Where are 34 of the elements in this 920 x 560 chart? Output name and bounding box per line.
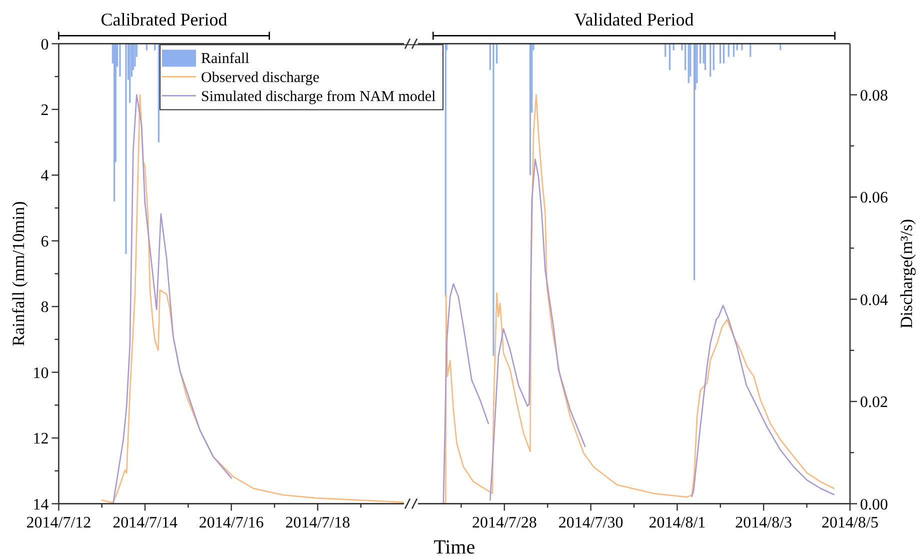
y-tick-label: 2 xyxy=(40,102,49,120)
y2-tick-label: 0.00 xyxy=(860,496,888,514)
legend-label: Rainfall xyxy=(201,50,250,67)
y2-tick-label: 0.06 xyxy=(860,190,888,207)
y2-axis-title: Discharge(m³/s) xyxy=(897,218,916,328)
y-tick-label: 14 xyxy=(32,496,49,514)
x-tick-label: 2014/7/18 xyxy=(285,514,350,532)
y-axis-title: Rainfall (mm/10min) xyxy=(9,201,28,346)
x-tick-label: 2014/8/3 xyxy=(735,514,792,532)
line-series xyxy=(442,283,489,504)
x-tick-label: 2014/7/12 xyxy=(26,514,92,532)
legend-label: Simulated discharge from NAM model xyxy=(201,88,436,105)
x-tick-label: 2014/7/28 xyxy=(472,514,537,532)
y-tick-label: 4 xyxy=(40,168,49,185)
legend-label: Observed discharge xyxy=(201,70,320,86)
x-tick-label: 2014/7/14 xyxy=(112,514,178,532)
y-tick-label: 6 xyxy=(40,233,49,250)
y-tick-label: 10 xyxy=(32,364,49,382)
y-tick-label: 12 xyxy=(32,430,49,448)
y2-tick-label: 0.08 xyxy=(860,87,888,104)
y-tick-label: 8 xyxy=(40,299,49,316)
line-series xyxy=(691,304,834,498)
x-tick-label: 2014/7/30 xyxy=(558,514,624,532)
x-tick-label: 2014/7/16 xyxy=(198,514,264,532)
chart-title: Validated Period xyxy=(574,10,694,30)
x-tick-label: 2014/8/1 xyxy=(648,514,706,532)
line-series xyxy=(442,94,834,504)
x-tick-label: 2014/8/5 xyxy=(822,514,878,532)
y-tick-label: 0 xyxy=(40,36,49,54)
y2-tick-label: 0.02 xyxy=(860,394,888,412)
chart-title: Calibrated Period xyxy=(100,10,228,30)
x-axis-title: Time xyxy=(434,536,476,559)
y2-tick-label: 0.04 xyxy=(860,292,888,309)
line-series xyxy=(490,158,586,501)
